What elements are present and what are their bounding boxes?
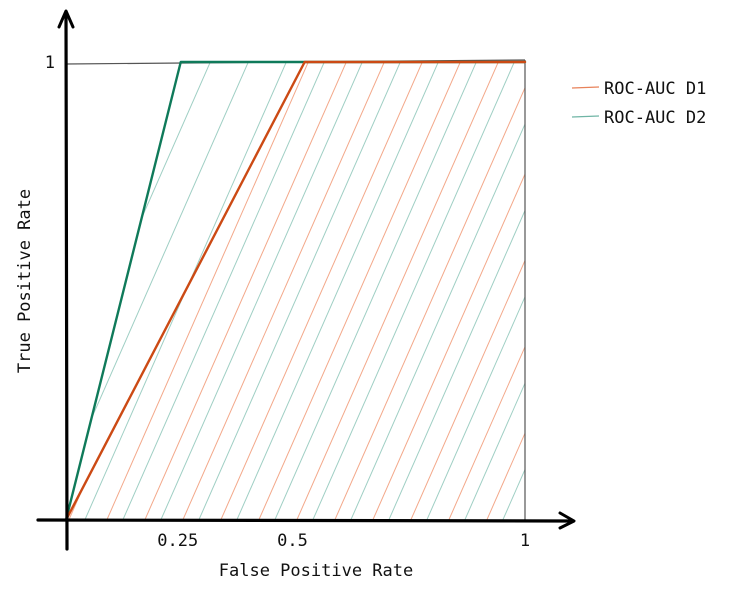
y-tick-label: 1 [45, 53, 55, 73]
legend-swatch-2 [571, 115, 600, 118]
legend-label-1: ROC-AUC D1 [604, 79, 706, 99]
x-tick-labels: 0.25 0.5 1 [157, 531, 530, 551]
y-axis-arrow-icon [57, 9, 75, 29]
series-line-1 [64, 60, 527, 522]
series-line-2 [64, 60, 527, 522]
x-tick-label: 0.25 [157, 531, 198, 551]
y-tick-labels: 1 [45, 53, 55, 73]
y-axis-line [64, 12, 69, 551]
y-axis-label: True Positive Rate [15, 189, 35, 373]
x-axis-label: False Positive Rate [219, 561, 413, 581]
legend: ROC-AUC D1 ROC-AUC D2 [571, 79, 706, 128]
x-tick-label: 1 [520, 531, 530, 551]
x-axis-arrow-icon [558, 511, 576, 530]
x-axis-line [36, 518, 574, 523]
series-layer [64, 60, 527, 522]
x-tick-label: 0.5 [277, 531, 308, 551]
legend-swatch-1 [571, 86, 600, 89]
legend-label-2: ROC-AUC D2 [604, 108, 706, 128]
